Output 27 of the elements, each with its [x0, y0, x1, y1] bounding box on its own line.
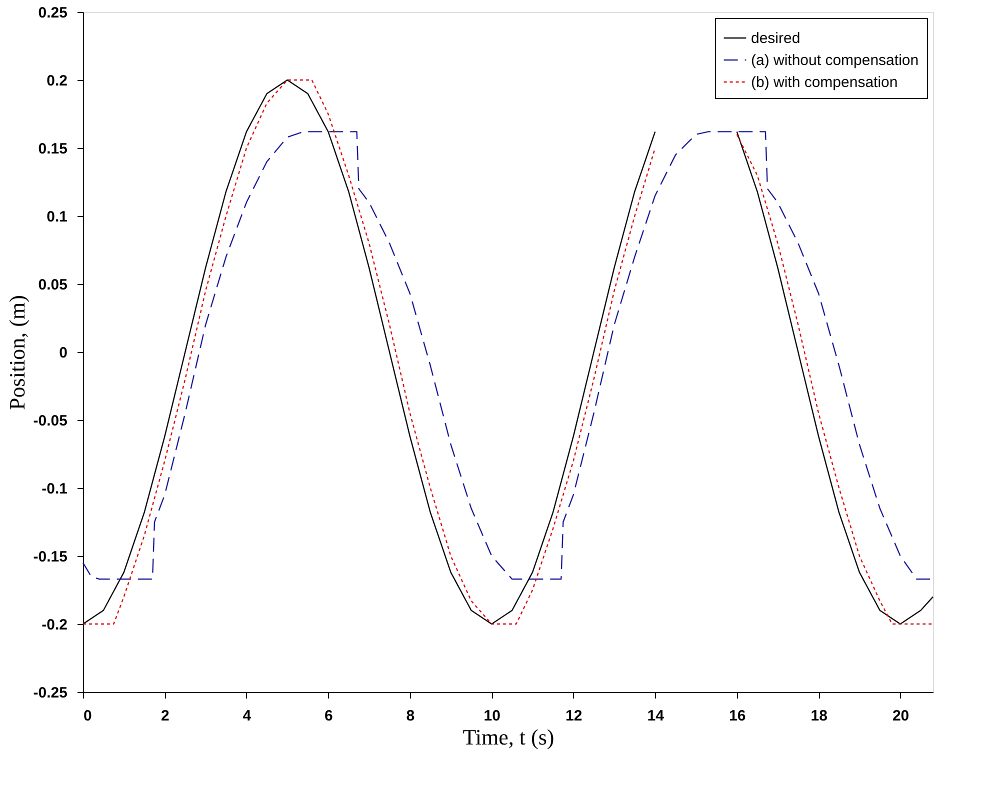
legend-label: (a) without compensation: [751, 52, 919, 69]
x-tick-label: 20: [892, 708, 910, 724]
y-tick-label: 0: [59, 344, 68, 362]
y-tick-label: -0.1: [42, 480, 68, 498]
x-tick-label: 2: [161, 708, 170, 724]
x-tick-label: 6: [324, 708, 333, 724]
y-tick-label: 0.2: [46, 72, 68, 90]
x-tick-label: 10: [484, 708, 500, 724]
x-tick-label: 12: [566, 708, 582, 724]
y-tick-label: -0.25: [33, 684, 68, 702]
y-tick-label: -0.15: [33, 548, 68, 566]
legend-label: (b) with compensation: [751, 74, 898, 91]
x-tick-label: 4: [242, 708, 252, 724]
x-tick-label: 16: [729, 708, 746, 724]
y-tick-label: 0.25: [38, 4, 68, 22]
legend-label: desired: [751, 30, 800, 47]
x-axis-title: Time, t (s): [462, 724, 554, 750]
y-tick-label: -0.05: [33, 412, 68, 430]
y-tick-label: 0.05: [38, 276, 68, 294]
x-tick-label: 18: [810, 708, 828, 724]
x-tick-label: 14: [647, 708, 665, 724]
x-tick-label: 8: [406, 708, 415, 724]
y-axis-title: Position, (m): [4, 295, 30, 410]
x-tick-label: 0: [84, 708, 92, 724]
y-tick-label: -0.2: [42, 616, 68, 634]
y-tick-label: 0.1: [46, 208, 68, 226]
y-tick-label: 0.15: [38, 140, 68, 158]
